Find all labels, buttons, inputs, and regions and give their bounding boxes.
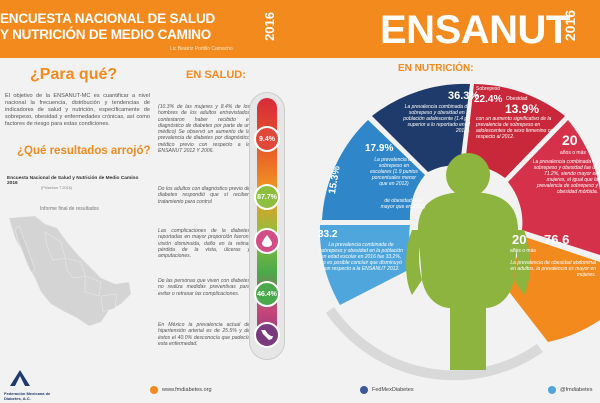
title-line-1: ENCUESTA NACIONAL DE SALUD (0, 11, 216, 26)
salud-value-1: 9.4% (254, 126, 280, 152)
segment-adolescent (372, 83, 470, 172)
twitter-icon (548, 386, 556, 394)
abdominal-text: La prevalencia de obesidad abdominal en … (510, 260, 596, 278)
abdominal-value: 76.6 (544, 232, 570, 247)
en-salud-heading: EN SALUD: (186, 69, 246, 81)
wheel-bottom-arc (325, 307, 543, 381)
report-title: Encuesta Nacional de Salud y Nutrición d… (7, 176, 147, 186)
para-que-heading: ¿Para qué? (30, 66, 118, 83)
facebook-icon (360, 386, 368, 394)
org-name: Federación Mexicana de Diabetes, A.C. (4, 391, 51, 401)
adults-combined-text: La prevalencia combinada de sobrepeso y … (532, 159, 598, 195)
ensanut-year: 2016 (562, 10, 578, 42)
report-title-year: 2016 (7, 181, 18, 186)
report-subtitle: (Pirisehun T 2016) (41, 186, 73, 190)
footer (0, 382, 600, 403)
twitter-text: @fmdiabetes (560, 387, 593, 393)
informe-label: Informe final de resultados (40, 206, 99, 212)
salud-value-2: 87.7% (254, 184, 280, 210)
school-combined-value: 33.2 (318, 229, 338, 240)
facebook-link[interactable]: FedMexDiabetes (360, 386, 414, 394)
mexico-small-icon (254, 322, 280, 348)
author-credit: Lic Beatriz Portillo Camacho (170, 46, 233, 52)
abdominal-age-value: 20 (512, 232, 527, 247)
para-que-text: El objetivo de la ENSANUT-MC es cuantifi… (5, 93, 150, 127)
report-reference: Encuesta Nacional de Salud y Nutrición d… (7, 176, 147, 190)
salud-item-5-text: En México la prevalencia actual de hiper… (158, 322, 250, 347)
header-left-band: ENCUESTA NACIONAL DE SALUD Y NUTRICIÓN D… (0, 0, 300, 58)
salud-item-2-text: Do los adultos con diagnóstico previo de… (158, 186, 250, 205)
salud-item-1-text: (10.3% de las mujeres y 8.4% de los homb… (158, 104, 250, 155)
adolescent-text: La prevalencia combinada de sobrepeso y … (403, 104, 470, 134)
segment-adults-combined (508, 120, 600, 255)
salud-item-4-text: De las personas que viven con diabetes n… (158, 278, 250, 297)
obesidad-label: Obesidad (506, 96, 528, 102)
website-text: www.fmdiabetes.org (162, 387, 212, 393)
sobrepeso-label: Sobrepeso (476, 86, 501, 92)
obesidad-value: 13.9% (505, 102, 540, 116)
header-left-year: 2016 (262, 12, 277, 41)
nutrition-wheel (319, 83, 600, 381)
adults-age-small: años o más (560, 150, 586, 156)
segment-school-overweight (322, 120, 425, 220)
resultados-heading: ¿Qué resultados arrojó? (17, 145, 151, 157)
twitter-link[interactable]: @fmdiabetes (548, 386, 593, 394)
school-combined-text: La prevalencia combinada de sobrepeso y … (319, 242, 403, 272)
en-nutricion-heading: EN NUTRICIÓN: (398, 63, 474, 74)
title-line-2: Y NUTRICIÓN DE MEDIO CAMINO (0, 27, 212, 42)
header-left-title: ENCUESTA NACIONAL DE SALUD Y NUTRICIÓN D… (0, 11, 260, 43)
abdominal-age-small: años o más (510, 248, 536, 254)
school-obesity-text: de obesidad (0.9 mayor que en 2012) (380, 198, 426, 210)
ensanut-title: ENSANUT (380, 8, 570, 52)
header-right-band (300, 0, 600, 58)
segment-adolescent-female (465, 84, 565, 178)
adolescent-value: 36.3% (448, 90, 480, 102)
globe-icon (150, 386, 158, 394)
segment-school-combined (319, 225, 418, 305)
report-title-text: Encuesta Nacional de Salud y Nutrición d… (7, 176, 139, 181)
org-logo: Federación Mexicana de Diabetes, A.C. (4, 370, 60, 401)
adolescent-female-text: con un aumento significativo de la preva… (476, 116, 556, 140)
figure-icon (406, 153, 530, 370)
mexico-map-icon (8, 215, 132, 327)
sobrepeso-value: 22.4% (474, 94, 503, 105)
facebook-text: FedMexDiabetes (372, 387, 414, 393)
drop-icon (254, 228, 280, 254)
org-logo-icon (10, 370, 30, 386)
salud-item-3-text: Las complicaciones de la diabetes report… (158, 228, 250, 260)
school-overweight-value: 17.9% (365, 143, 394, 154)
adults-age-value: 20 (562, 132, 578, 148)
salud-value-4: 46.4% (254, 281, 280, 307)
school-overweight-text: La prevalencia de sobrepeso en escolares… (370, 157, 418, 187)
website-link[interactable]: www.fmdiabetes.org (150, 386, 212, 394)
